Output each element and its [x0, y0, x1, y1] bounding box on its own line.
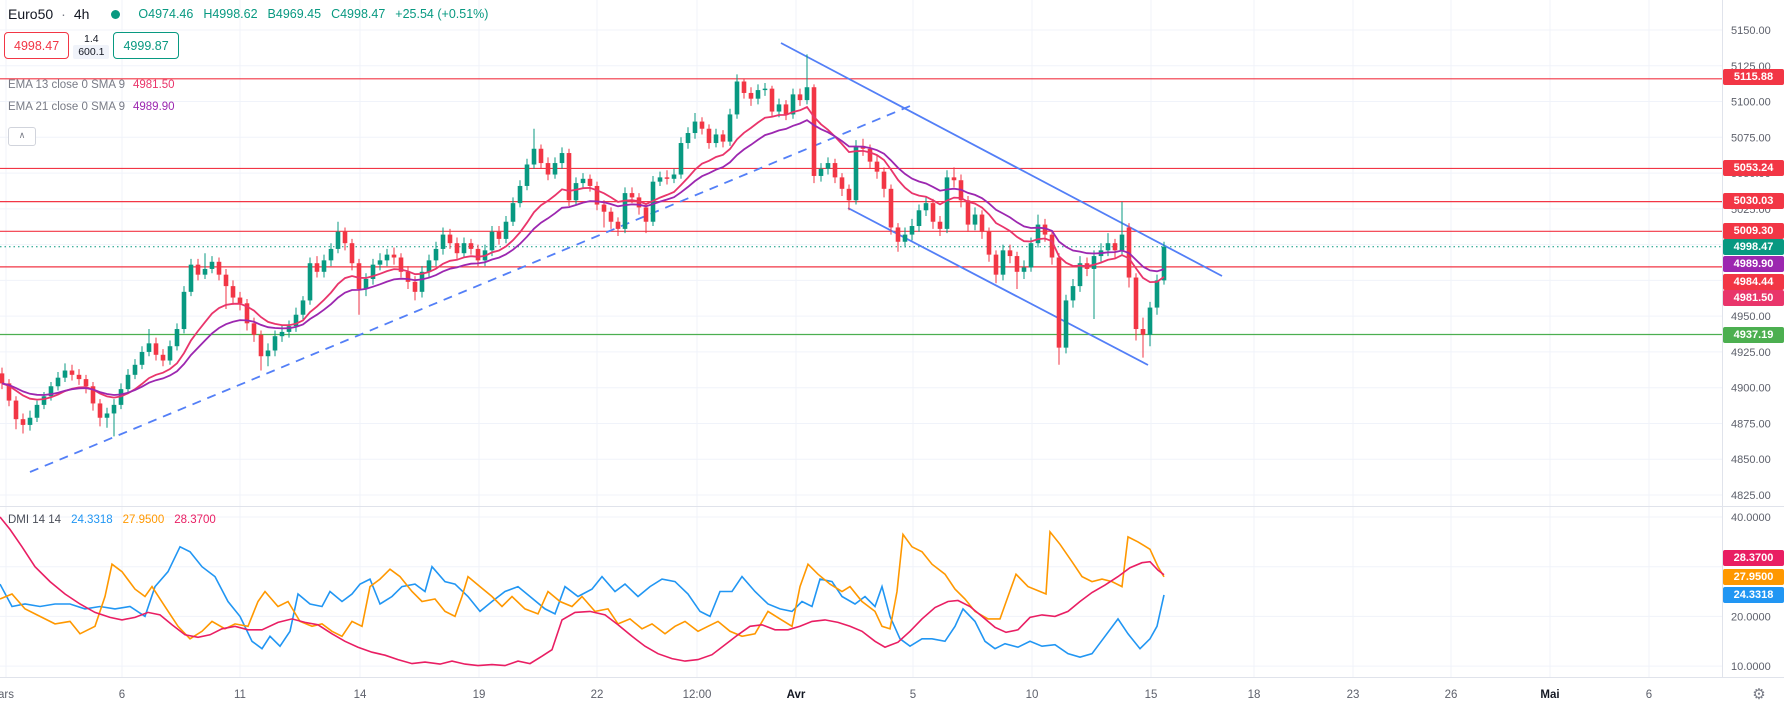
- pane-separators[interactable]: [0, 0, 1784, 678]
- dmi-minus-di-value: 27.9500: [122, 514, 165, 526]
- dmi-minus_di-line: [0, 529, 1165, 640]
- ema-line-13[interactable]: [1, 105, 1165, 401]
- time-tick-label: Avr: [787, 689, 806, 701]
- time-tick-label: 5: [910, 689, 916, 701]
- chevron-up-icon: ∧: [18, 130, 26, 140]
- price-tick-label: 5075.00: [1731, 132, 1771, 144]
- time-tick-label: Mai: [1540, 689, 1559, 701]
- axis-price-badge: 4989.90: [1723, 256, 1784, 272]
- symbol-header[interactable]: Euro50 · 4h O4974.46 H4998.62 B4969.45 C…: [8, 6, 488, 22]
- ema21-legend[interactable]: EMA 21 close 0 SMA 9 4989.90: [8, 101, 175, 113]
- dmi-tick-label: 40.0000: [1731, 512, 1771, 524]
- price-tick-label: 4825.00: [1731, 490, 1771, 502]
- price-tick-label: 5150.00: [1731, 25, 1771, 37]
- time-tick-label: 22: [591, 689, 604, 701]
- sell-button[interactable]: 4998.47: [4, 32, 70, 59]
- open-value: 4974.46: [148, 7, 194, 21]
- buy-button[interactable]: 4999.87: [113, 32, 179, 59]
- ascending-dashed-trendline: [29, 105, 911, 473]
- axis-price-badge: 4937.19: [1723, 327, 1784, 343]
- horizontal-level-lines[interactable]: [0, 78, 1722, 336]
- ema-line-21[interactable]: [1, 119, 1165, 396]
- low-value: 4969.45: [275, 7, 322, 21]
- axis-price-badge: 5009.30: [1723, 223, 1784, 239]
- dmi-title: DMI 14 14: [8, 514, 62, 526]
- dmi-plus_di-line: [0, 545, 1165, 659]
- time-tick-label: 26: [1445, 689, 1458, 701]
- spread-block: 1.4 600.1: [73, 32, 110, 59]
- axis-price-badge: 4984.44: [1723, 274, 1784, 290]
- axis-price-badge: 27.9500: [1723, 569, 1784, 585]
- time-tick-label: 6: [1646, 689, 1652, 701]
- price-tick-label: 4900.00: [1731, 383, 1771, 395]
- dmi-lines-layer[interactable]: [0, 516, 1165, 667]
- dmi-legend[interactable]: DMI 14 14 24.3318 27.9500 28.3700: [8, 514, 216, 526]
- time-tick-label: 15: [1145, 689, 1158, 701]
- dmi-adx-value: 28.3700: [174, 514, 216, 526]
- axis-price-badge: 28.3700: [1723, 550, 1784, 566]
- price-tick-label: 5100.00: [1731, 97, 1771, 109]
- volume-value: 600.1: [73, 45, 110, 59]
- axis-price-badge: 24.3318: [1723, 587, 1784, 603]
- dmi-tick-label: 20.0000: [1731, 611, 1771, 623]
- time-tick-label: 18: [1248, 689, 1261, 701]
- channel-upper-line: [780, 42, 1223, 277]
- dmi-tick-label: 10.0000: [1731, 661, 1771, 673]
- ema13-value: 4981.50: [132, 79, 175, 91]
- close-value: 4998.47: [340, 7, 386, 21]
- time-tick-label: 6: [119, 689, 125, 701]
- drawing-tools[interactable]: [29, 42, 1223, 473]
- ohlc-readout: O4974.46 H4998.62 B4969.45 C4998.47 +25.…: [138, 7, 489, 21]
- dmi-adx-line: [0, 516, 1165, 667]
- time-tick-label: 14: [354, 689, 367, 701]
- symbol-name[interactable]: Euro50: [8, 6, 54, 22]
- axis-settings-gear-icon[interactable]: ⚙: [1752, 686, 1766, 703]
- axis-price-badge: 5115.88: [1723, 69, 1784, 85]
- time-tick-label: 12:00: [683, 689, 712, 701]
- price-tick-label: 4875.00: [1731, 418, 1771, 430]
- spread-value: 1.4: [84, 33, 99, 45]
- market-status-dot[interactable]: [111, 9, 121, 19]
- gridlines: [0, 0, 1722, 677]
- ema13-title: EMA 13 close 0 SMA 9: [8, 79, 125, 91]
- axis-price-badge: 4981.50: [1723, 290, 1784, 306]
- candles-layer[interactable]: [0, 54, 1167, 437]
- axis-price-badge: 4998.47: [1723, 239, 1784, 255]
- axis-price-badge: 5030.03: [1723, 193, 1784, 209]
- axis-price-badge: 5053.24: [1723, 160, 1784, 176]
- high-value: 4998.62: [212, 7, 258, 21]
- time-tick-label: 19: [473, 689, 486, 701]
- change-value: +25.54 (+0.51%): [395, 7, 489, 21]
- time-axis[interactable]: ars 6 11 14 19 22 12:00 Avr 5 10 15 18 23 26 Mai 6: [0, 689, 1652, 701]
- time-tick-label: ars: [0, 689, 14, 701]
- time-tick-label: 11: [234, 689, 246, 701]
- ema21-title: EMA 21 close 0 SMA 9: [8, 101, 125, 113]
- interval-label[interactable]: 4h: [73, 6, 90, 22]
- time-tick-label: 23: [1347, 689, 1360, 701]
- ema21-value: 4989.90: [132, 101, 175, 113]
- time-tick-label: 10: [1026, 689, 1039, 701]
- price-tick-label: 4925.00: [1731, 347, 1771, 359]
- price-tick-label: 4850.00: [1731, 454, 1771, 466]
- price-tick-label: 4950.00: [1731, 311, 1771, 323]
- collapse-indicators-button[interactable]: ∧: [8, 127, 36, 146]
- ema13-legend[interactable]: EMA 13 close 0 SMA 9 4981.50: [8, 79, 175, 91]
- symbol-separator: ·: [61, 6, 66, 22]
- trade-panel: 4998.47 1.4 600.1 4999.87: [4, 32, 179, 59]
- dmi-plus-di-value: 24.3318: [71, 514, 113, 526]
